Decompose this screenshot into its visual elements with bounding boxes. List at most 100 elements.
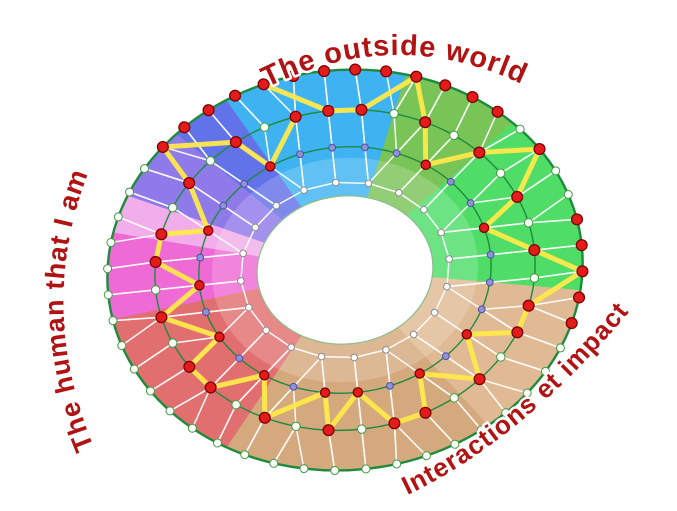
highlight-node[interactable] — [466, 90, 479, 104]
highlight-node[interactable] — [194, 280, 205, 291]
node[interactable] — [445, 255, 453, 263]
highlight-node[interactable] — [573, 291, 586, 304]
highlight-node[interactable] — [214, 331, 225, 343]
highlight-node[interactable] — [183, 360, 196, 373]
node[interactable] — [540, 366, 550, 376]
node[interactable] — [450, 439, 460, 449]
highlight-node[interactable] — [155, 311, 168, 324]
highlight-node[interactable] — [478, 222, 490, 234]
node[interactable] — [357, 424, 367, 434]
highlight-node[interactable] — [178, 121, 191, 134]
node[interactable] — [529, 273, 540, 283]
highlight-node[interactable] — [419, 116, 432, 129]
node[interactable] — [555, 343, 565, 353]
node[interactable] — [421, 451, 431, 461]
node[interactable] — [150, 285, 161, 295]
node[interactable] — [239, 249, 247, 258]
node[interactable] — [551, 166, 561, 176]
node[interactable] — [165, 406, 175, 416]
node[interactable] — [108, 316, 118, 326]
node[interactable] — [437, 228, 446, 237]
node[interactable] — [240, 450, 250, 460]
node[interactable] — [486, 250, 495, 259]
highlight-node[interactable] — [319, 387, 331, 398]
highlight-node[interactable] — [202, 104, 215, 117]
node[interactable] — [361, 464, 371, 474]
node[interactable] — [187, 423, 197, 433]
node[interactable] — [205, 156, 216, 166]
node[interactable] — [117, 341, 127, 351]
highlight-node[interactable] — [349, 63, 362, 76]
highlight-node[interactable] — [229, 89, 242, 102]
node[interactable] — [235, 354, 244, 363]
node[interactable] — [103, 264, 113, 274]
highlight-node[interactable] — [156, 140, 169, 154]
node[interactable] — [409, 330, 418, 339]
node[interactable] — [272, 201, 281, 210]
highlight-node[interactable] — [229, 136, 242, 149]
node[interactable] — [501, 408, 511, 418]
node[interactable] — [231, 400, 241, 410]
node[interactable] — [125, 187, 135, 197]
highlight-node[interactable] — [149, 255, 162, 269]
node[interactable] — [515, 124, 525, 134]
highlight-node[interactable] — [528, 244, 541, 257]
highlight-node[interactable] — [259, 369, 270, 381]
highlight-node[interactable] — [257, 78, 270, 91]
node[interactable] — [145, 386, 155, 396]
node[interactable] — [289, 382, 298, 391]
node[interactable] — [496, 352, 506, 362]
highlight-node[interactable] — [522, 299, 535, 312]
node[interactable] — [140, 164, 150, 174]
node[interactable] — [389, 108, 399, 119]
node[interactable] — [240, 179, 249, 188]
node[interactable] — [219, 201, 228, 210]
highlight-node[interactable] — [439, 79, 452, 92]
node[interactable] — [386, 381, 394, 390]
node[interactable] — [476, 425, 486, 435]
highlight-node[interactable] — [155, 228, 168, 241]
node[interactable] — [212, 438, 222, 448]
highlight-node[interactable] — [565, 317, 578, 330]
highlight-node[interactable] — [287, 69, 300, 83]
node[interactable] — [317, 352, 326, 361]
node[interactable] — [420, 205, 428, 214]
node[interactable] — [430, 308, 439, 317]
node[interactable] — [299, 464, 309, 474]
node[interactable] — [563, 189, 573, 199]
node[interactable] — [485, 278, 494, 287]
node[interactable] — [330, 465, 340, 475]
node[interactable] — [466, 199, 475, 208]
node[interactable] — [392, 459, 402, 469]
highlight-node[interactable] — [355, 103, 368, 116]
node[interactable] — [167, 202, 178, 213]
node[interactable] — [446, 177, 455, 186]
highlight-node[interactable] — [576, 265, 589, 278]
node[interactable] — [202, 308, 210, 317]
node[interactable] — [441, 352, 450, 361]
highlight-node[interactable] — [352, 387, 364, 398]
highlight-node[interactable] — [318, 65, 331, 78]
highlight-node[interactable] — [491, 105, 504, 118]
node[interactable] — [259, 122, 270, 132]
node[interactable] — [449, 393, 459, 403]
highlight-node[interactable] — [461, 329, 473, 340]
node[interactable] — [269, 458, 279, 468]
highlight-node[interactable] — [183, 176, 196, 190]
highlight-node[interactable] — [473, 373, 486, 386]
node[interactable] — [113, 212, 123, 222]
node[interactable] — [244, 303, 253, 312]
node[interactable] — [522, 388, 532, 398]
node[interactable] — [350, 353, 358, 362]
node[interactable] — [449, 130, 459, 140]
highlight-node[interactable] — [380, 65, 393, 78]
node[interactable] — [106, 238, 116, 248]
highlight-node[interactable] — [322, 424, 335, 437]
node[interactable] — [443, 282, 451, 291]
node[interactable] — [129, 364, 139, 374]
highlight-node[interactable] — [570, 213, 584, 226]
node[interactable] — [262, 326, 270, 335]
node[interactable] — [251, 223, 260, 232]
node[interactable] — [495, 168, 506, 178]
highlight-node[interactable] — [511, 190, 524, 203]
